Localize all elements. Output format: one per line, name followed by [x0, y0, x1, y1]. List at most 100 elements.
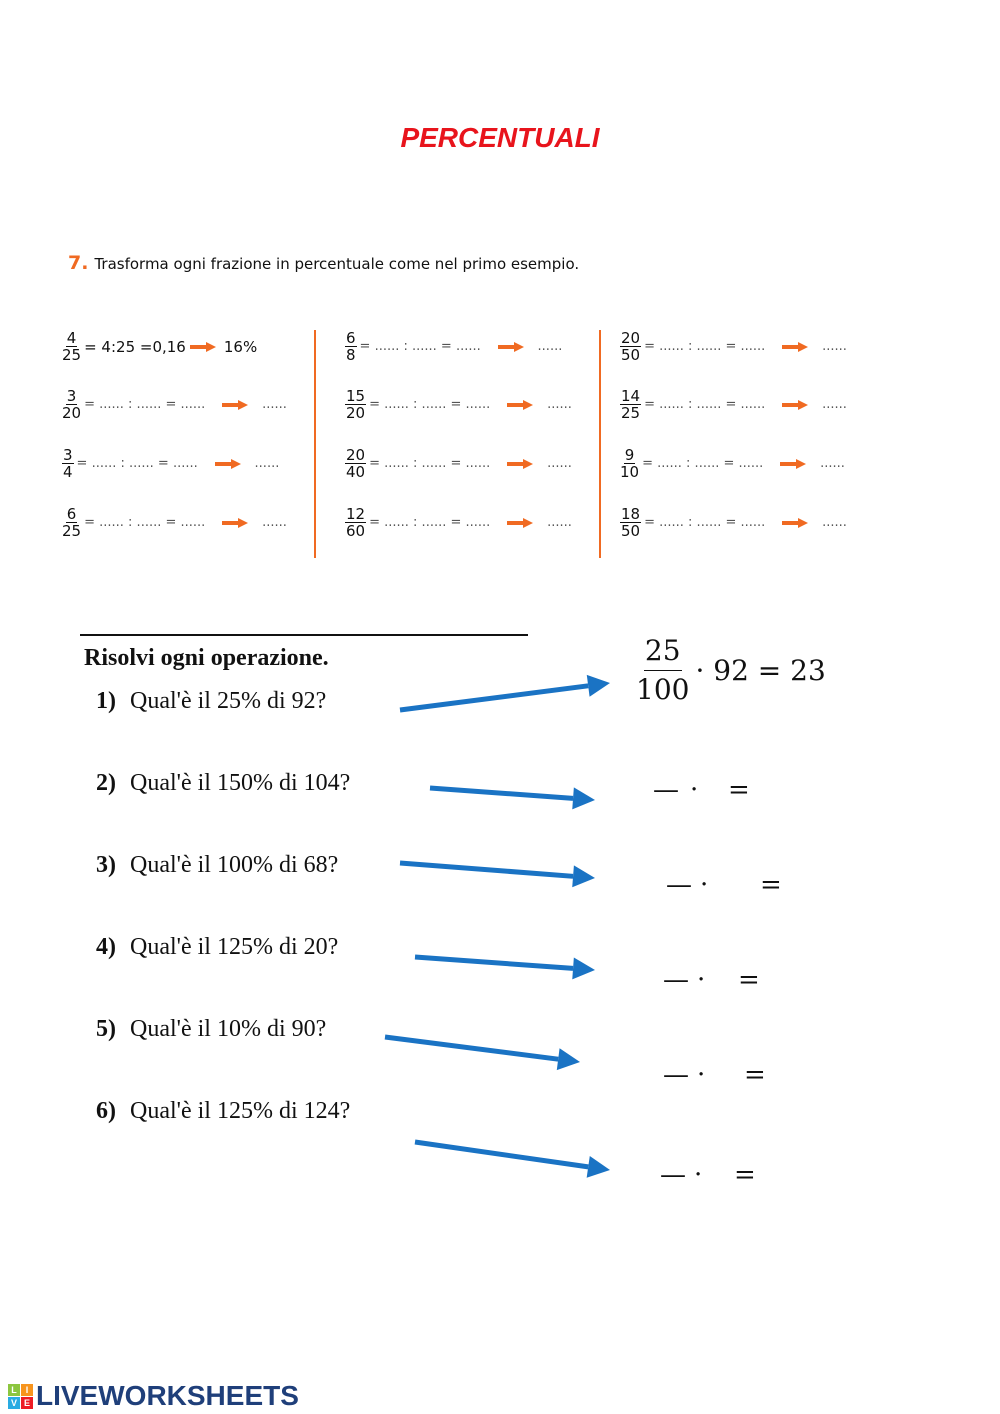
blank-division[interactable]: = ...... : ...... = ...... [644, 339, 766, 354]
fraction-exercise: 15 20 = ...... : ...... = ............ [345, 388, 572, 421]
answer-fraction-blank[interactable]: — [663, 1060, 689, 1090]
denominator: 40 [346, 463, 366, 481]
blank-division[interactable]: = ...... : ...... = ...... [369, 397, 491, 412]
question: 2) Qual'è il 150% di 104? [96, 770, 350, 797]
blank-result[interactable]: ...... [262, 397, 287, 412]
numerator: 14 [620, 387, 642, 405]
numerator: 6 [345, 329, 357, 347]
numerator: 3 [62, 446, 74, 464]
question-text: Qual'è il 150% di 104? [130, 770, 351, 796]
blank-division[interactable]: = ...... : ...... = ...... [84, 515, 206, 530]
denominator: 100 [636, 673, 690, 706]
arrow-icon [782, 341, 810, 352]
blank-result[interactable]: ...... [822, 515, 847, 530]
numerator: 18 [620, 505, 642, 523]
arrow-icon [384, 1034, 580, 1071]
example-division: = 4:25 =0,16 [84, 337, 186, 356]
arrow-icon [429, 785, 595, 810]
fraction: 3 20 [62, 388, 81, 421]
blank-result[interactable]: ...... [262, 515, 287, 530]
multiply-dot: · [700, 870, 709, 900]
arrow-icon [399, 860, 595, 888]
arrow-icon [497, 341, 526, 352]
blank-result[interactable]: ...... [537, 339, 563, 354]
blank-division[interactable]: = ...... : ...... = ...... [84, 397, 206, 412]
arrow-icon [189, 341, 218, 352]
fraction: 12 60 [345, 506, 367, 540]
fraction: 14 25 [620, 387, 642, 421]
denominator: 50 [621, 522, 641, 540]
arrow-icon [507, 517, 535, 528]
fraction: 20 40 [345, 446, 367, 481]
denominator: 60 [346, 522, 366, 540]
blank-division[interactable]: = ...... : ...... = ...... [644, 397, 766, 412]
denominator: 8 [346, 346, 356, 364]
fraction: 20 50 [620, 329, 642, 364]
blank-division[interactable]: = ...... : ...... = ...... [76, 456, 198, 471]
fraction-exercise: 20 50 = ...... : ...... = ............ [620, 330, 847, 363]
page-title: PERCENTUALI [400, 122, 600, 153]
question-number: 6) [96, 1098, 116, 1124]
answer-fraction-blank[interactable]: — [666, 870, 692, 900]
blank-result[interactable]: ...... [822, 339, 847, 354]
multiply-dot: · [697, 1060, 706, 1090]
blank-result[interactable]: ...... [547, 515, 572, 530]
arrow-icon [782, 399, 810, 410]
blank-result[interactable]: ...... [822, 397, 847, 412]
question-text: Qual'è il 100% di 68? [130, 852, 339, 878]
fraction-exercise: 18 50 = ...... : ...... = ............ [620, 506, 847, 539]
answer-fraction-blank[interactable]: — [653, 775, 679, 805]
fraction-exercise: 6 25 = ...... : ...... = ............ [62, 506, 287, 539]
numerator: 15 [345, 387, 367, 405]
blank-result[interactable]: ...... [547, 456, 572, 471]
answer-fraction-blank[interactable]: — [663, 965, 689, 995]
blank-division[interactable]: = ...... : ...... = ...... [644, 515, 766, 530]
column-divider [314, 330, 316, 558]
arrow-icon [222, 517, 250, 528]
blank-division[interactable]: = ...... : ...... = ...... [369, 456, 491, 471]
denominator: 50 [621, 346, 641, 364]
divider-line [80, 634, 528, 636]
fraction-exercise: 6 8 = ...... : ...... = ............ [345, 330, 562, 363]
blank-result[interactable]: ...... [254, 456, 280, 471]
multiply-dot: · [694, 1160, 703, 1190]
multiply-dot: · [697, 965, 706, 995]
blank-result[interactable]: ...... [547, 397, 572, 412]
question-number: 5) [96, 1016, 116, 1042]
answer-fraction-blank[interactable]: — [660, 1160, 686, 1190]
blank-division[interactable]: = ...... : ...... = ...... [642, 456, 764, 471]
fraction-exercise: 3 4 = ...... : ...... = ............ [62, 447, 279, 480]
equals-sign: = [728, 775, 750, 805]
question-text: Qual'è il 125% di 124? [130, 1098, 351, 1124]
blank-result[interactable]: ...... [820, 456, 845, 471]
question-number: 2) [96, 770, 116, 796]
equals-sign: = [760, 870, 782, 900]
blank-division[interactable]: = ...... : ...... = ...... [359, 339, 481, 354]
numerator: 20 [345, 446, 367, 464]
blank-division[interactable]: = ...... : ...... = ...... [369, 515, 491, 530]
question-text: Qual'è il 10% di 90? [130, 1016, 327, 1042]
example-result: 16% [223, 337, 258, 356]
denominator: 10 [620, 463, 640, 481]
arrow-icon [507, 458, 535, 469]
arrow-icon [780, 458, 808, 469]
fraction: 6 25 [62, 506, 81, 539]
fraction: 4 25 [62, 330, 81, 363]
question: 4) Qual'è il 125% di 20? [96, 934, 338, 961]
numerator: 20 [620, 329, 642, 347]
fraction-exercise: 4 25 = 4:25 =0,16 16% [62, 330, 257, 363]
section-heading: Risolvi ogni operazione. [84, 645, 329, 671]
arrow-icon [414, 1139, 610, 1178]
numerator: 4 [65, 329, 78, 347]
question: 1) Qual'è il 25% di 92? [96, 688, 326, 715]
equals-sign: = [734, 1160, 756, 1190]
fraction: 18 50 [620, 505, 642, 540]
arrow-icon [507, 399, 535, 410]
column-divider [599, 330, 601, 558]
fraction: 15 20 [345, 387, 367, 421]
